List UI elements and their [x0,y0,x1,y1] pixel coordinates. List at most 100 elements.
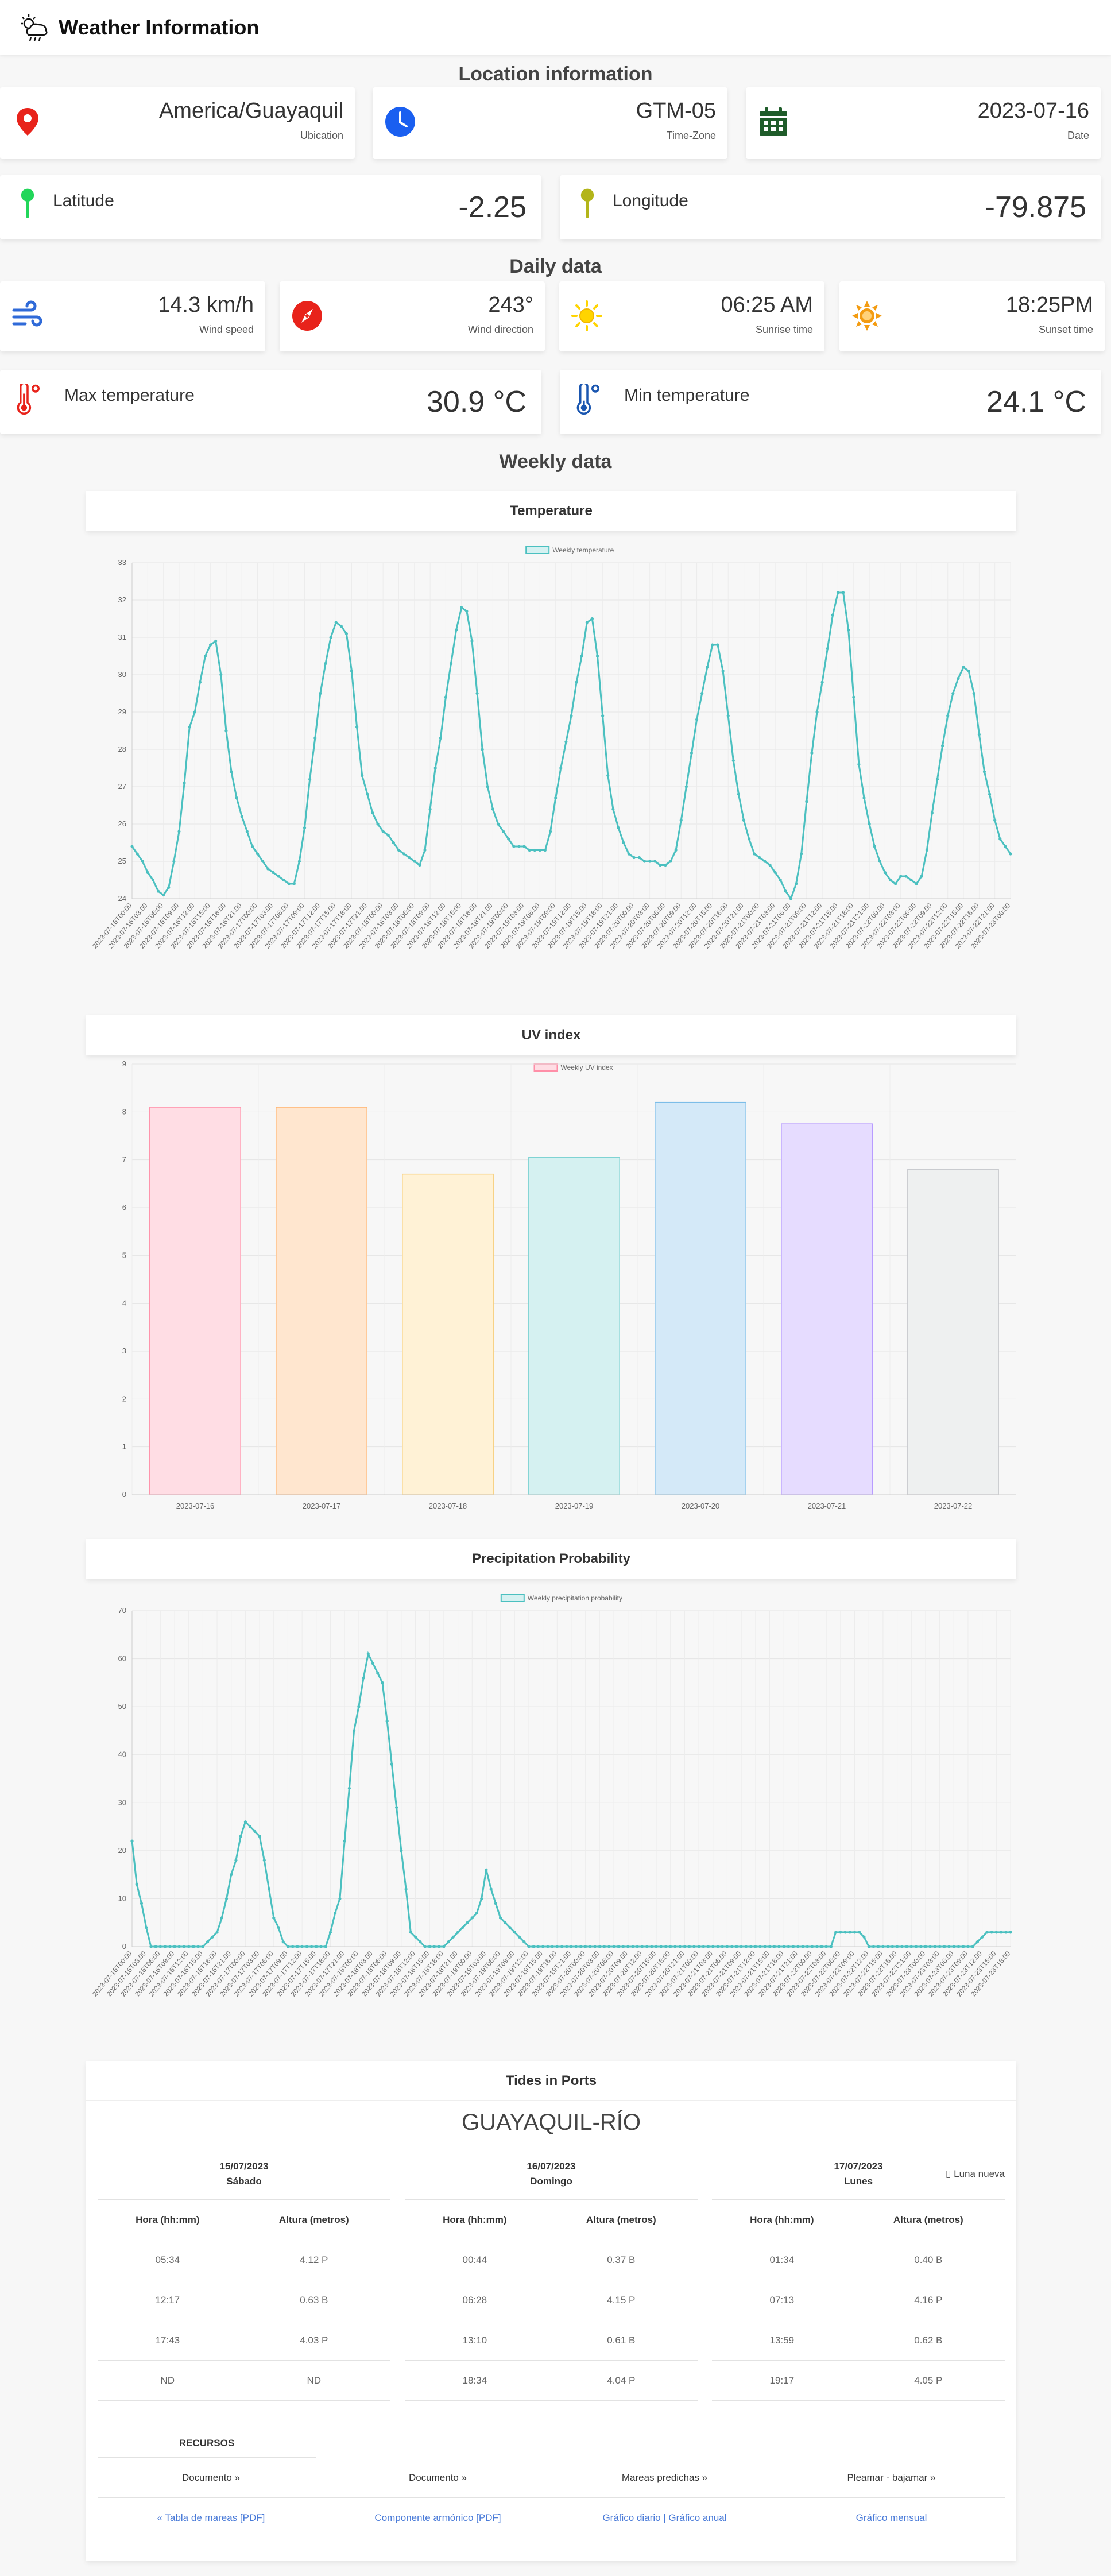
y-tick-label: 8 [122,1107,126,1116]
data-point [188,725,191,729]
data-point [343,1839,346,1843]
data-point [141,860,144,863]
table-row: 13:10 0.61 B [405,2320,698,2361]
data-point [451,1935,455,1939]
data-point [938,1945,942,1948]
data-point [230,1873,233,1877]
data-point [878,860,881,863]
data-point [548,830,552,833]
data-point [140,1902,144,1905]
x-tick-label: 2023-07-21 [808,1502,846,1510]
data-point [653,860,657,863]
tide-day-date: 15/07/2023 [219,2161,269,2172]
data-point [848,1931,851,1934]
clock-icon [385,107,415,137]
y-tick-label: 32 [118,595,126,604]
y-tick-label: 5 [122,1251,126,1259]
y-tick-label: 10 [118,1894,126,1902]
data-point [408,856,411,860]
data-point [731,759,735,763]
data-point [281,1940,285,1944]
ubication-value: America/Guayaquil [158,99,343,123]
data-point [286,1945,290,1948]
data-point [700,691,704,695]
data-point [617,1945,620,1948]
data-point [439,736,442,740]
monthly-chart-link[interactable]: Gráfico mensual [855,2512,927,2523]
data-point [829,1945,833,1948]
tide-hour: 17:43 [98,2320,238,2361]
data-point [957,676,960,680]
data-point [975,1940,980,1944]
data-point [466,1921,469,1924]
data-point [640,1945,644,1948]
data-point [291,1945,295,1948]
data-point [565,1945,568,1948]
tide-hour: 19:17 [712,2360,852,2401]
tide-table-pdf-link[interactable]: « Tabla de mareas [PDF] [157,2512,265,2523]
data-point [692,1945,696,1948]
data-point [339,624,343,628]
max-temperature-card: Max temperature 30.9 °C [0,370,541,434]
data-point [655,1945,658,1948]
data-point [815,1945,819,1948]
min-temperature-label: Min temperature [624,386,750,405]
data-point [177,1945,181,1948]
data-point [475,691,479,695]
data-point [371,811,374,815]
table-row: 01:34 0.40 B [712,2240,1005,2280]
data-point [324,1945,327,1948]
data-point [182,1945,186,1948]
data-point [589,1945,592,1948]
data-point [386,833,390,837]
data-point [203,654,207,658]
brand[interactable]: Weather Information [17,13,259,42]
data-point [952,1945,955,1948]
data-point [674,848,678,852]
data-point [659,863,662,867]
data-point [151,878,155,882]
data-point [1004,845,1007,848]
data-point [847,628,850,632]
y-tick-label: 0 [122,1490,126,1499]
table-row: 05:34 4.12 P [98,2240,390,2280]
daily-annual-chart-links[interactable]: Gráfico diario | Gráfico anual [602,2512,727,2523]
data-point [930,811,934,815]
tide-height: 4.12 P [237,2240,390,2280]
data-point [872,1945,876,1948]
y-tick-label: 6 [122,1203,126,1212]
longitude-pin-icon [580,188,594,218]
data-point [782,1945,785,1948]
data-point [773,871,777,875]
data-point [371,1662,375,1665]
wind-speed-card: 14.3 km/h Wind speed [0,281,265,351]
harmonic-component-pdf-link[interactable]: Componente armónico [PDF] [374,2512,501,2523]
table-row: 00:44 0.37 B [405,2240,698,2280]
data-point [253,1829,257,1834]
data-point [319,691,322,695]
ubication-label: Ubication [300,130,343,141]
data-point [266,867,270,871]
tide-height: 0.40 B [851,2240,1005,2280]
resources-section: RECURSOS Documento » Documento » Mareas … [98,2429,1005,2538]
table-row: 07:13 4.16 P [712,2280,1005,2320]
data-point [560,1945,564,1948]
data-point [904,875,908,878]
data-point [546,1945,549,1948]
data-point [324,662,327,666]
data-point [650,1945,653,1948]
data-point [381,1681,384,1684]
bar [528,1157,620,1495]
data-point [574,1945,578,1948]
uv-chart: Weekly UV index 0 1 2 3 4 5 6 7 8 9 2023-07-16 2023-… [86,1058,1016,1518]
data-point [730,1945,734,1948]
col-height: Altura (metros) [237,2199,390,2240]
data-point [267,1887,271,1891]
tide-hour: 01:34 [712,2240,852,2280]
min-temperature-value: 24.1 °C [986,385,1086,419]
data-point [297,860,301,863]
data-point [796,1945,800,1948]
data-point [801,1945,804,1948]
bar [276,1107,367,1495]
data-point [606,773,610,778]
